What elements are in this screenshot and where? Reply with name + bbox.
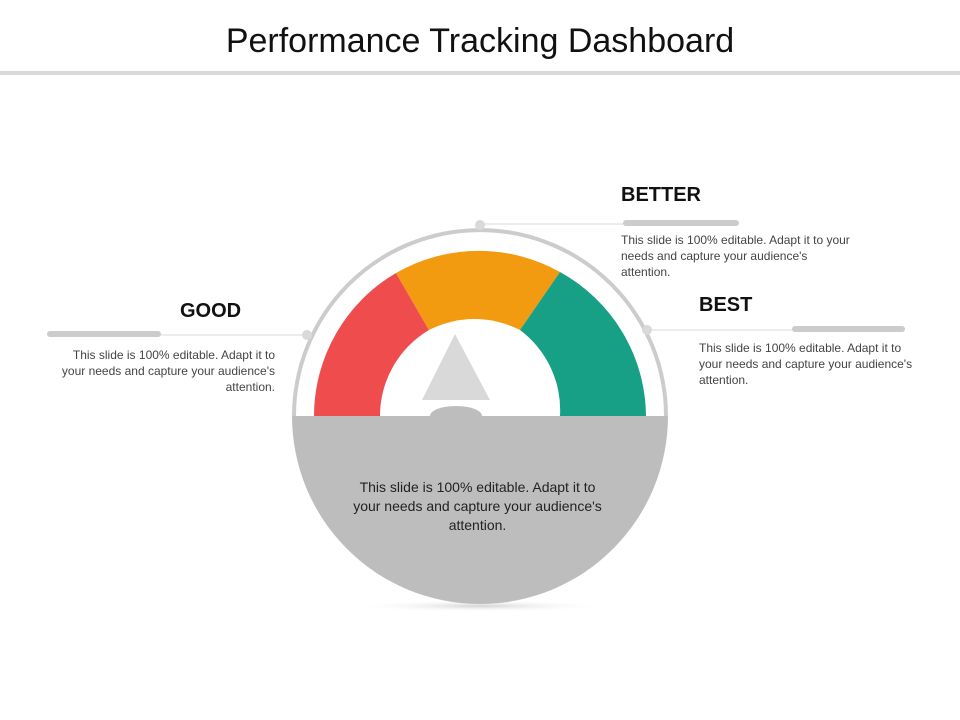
title-divider	[0, 71, 960, 75]
gauge-hub	[430, 406, 482, 416]
level-label-better: BETTER	[621, 184, 701, 206]
connector-dot-best	[642, 325, 652, 335]
level-label-good: GOOD	[180, 300, 242, 322]
gauge-dial-body	[292, 416, 668, 604]
level-text-better: This slide is 100% editable. Adapt it to…	[621, 233, 850, 279]
connector-dot-better	[475, 220, 485, 230]
gauge-segment-better	[396, 250, 560, 330]
page-title: Performance Tracking Dashboard	[225, 22, 735, 60]
gauge-segment-best	[520, 272, 646, 416]
connector-dot-good	[302, 330, 312, 340]
level-label-best: BEST	[699, 294, 753, 316]
gauge-shadow	[355, 600, 605, 612]
gauge-segment-good	[314, 273, 429, 416]
dial-description: This slide is 100% editable. Adapt it to…	[353, 479, 602, 533]
level-text-good: This slide is 100% editable. Adapt it to…	[61, 348, 275, 394]
level-text-best: This slide is 100% editable. Adapt it to…	[699, 341, 913, 387]
gauge-pointer	[422, 334, 490, 400]
